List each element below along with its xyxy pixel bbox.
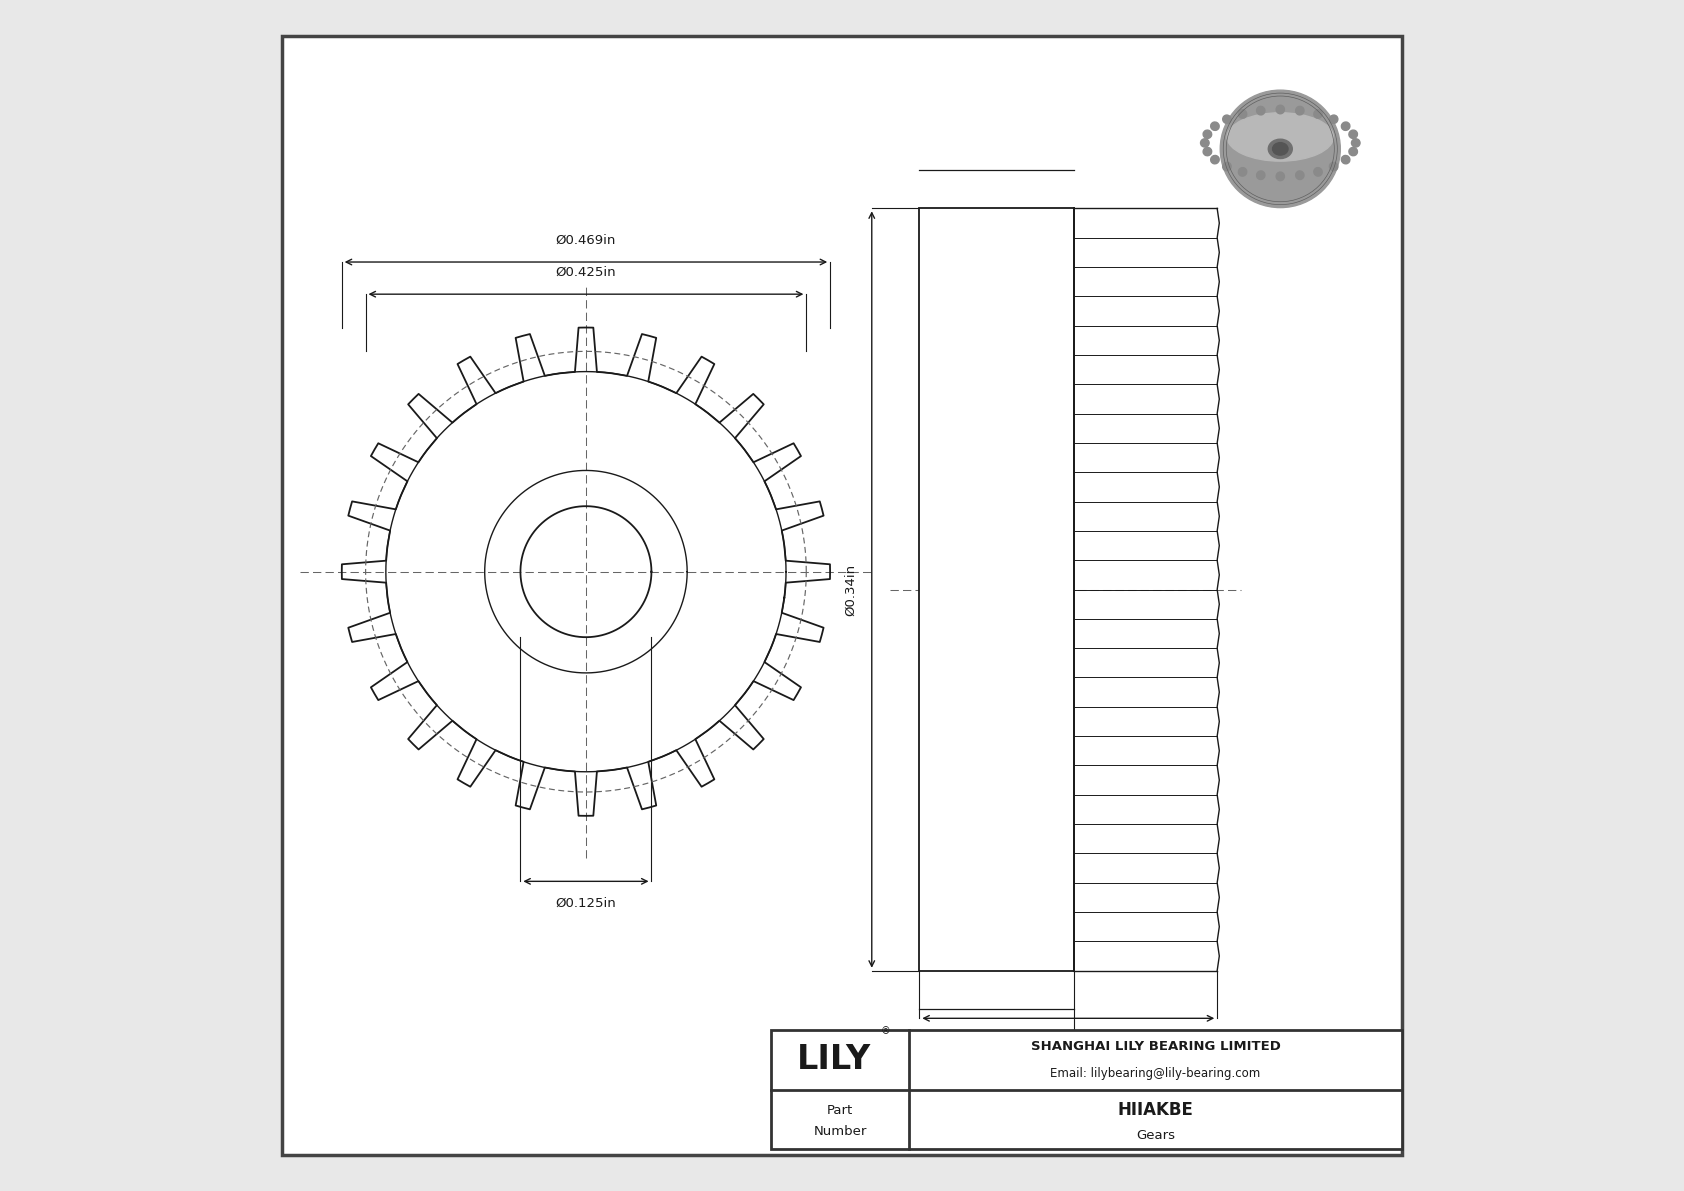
Ellipse shape — [1342, 156, 1351, 164]
Ellipse shape — [1342, 121, 1351, 130]
Text: SHANGHAI LILY BEARING LIMITED: SHANGHAI LILY BEARING LIMITED — [1031, 1041, 1280, 1053]
Text: LILY: LILY — [797, 1043, 871, 1077]
Text: Ø0.34in: Ø0.34in — [844, 563, 857, 616]
Text: Part: Part — [827, 1104, 854, 1116]
Ellipse shape — [1211, 121, 1219, 130]
Bar — [919, 208, 1074, 971]
Ellipse shape — [1202, 130, 1212, 138]
Ellipse shape — [1268, 139, 1292, 158]
Ellipse shape — [1228, 113, 1334, 161]
Ellipse shape — [1273, 143, 1288, 155]
Ellipse shape — [1201, 139, 1209, 146]
Ellipse shape — [1276, 105, 1285, 114]
Text: 0.315in: 0.315in — [1042, 1035, 1093, 1048]
Ellipse shape — [1329, 116, 1337, 124]
Text: Ø0.425in: Ø0.425in — [556, 266, 616, 279]
Text: Ø0.125in: Ø0.125in — [556, 897, 616, 910]
Ellipse shape — [1349, 130, 1357, 138]
Ellipse shape — [1256, 172, 1265, 180]
Text: Email: lilybearing@lily-bearing.com: Email: lilybearing@lily-bearing.com — [1051, 1067, 1261, 1079]
Ellipse shape — [1329, 162, 1337, 170]
Ellipse shape — [1349, 148, 1357, 156]
Ellipse shape — [1211, 156, 1219, 164]
Ellipse shape — [1314, 110, 1322, 118]
Ellipse shape — [1295, 172, 1303, 180]
Text: ®: ® — [881, 1027, 891, 1036]
Ellipse shape — [1223, 116, 1231, 124]
Text: Gears: Gears — [1137, 1129, 1175, 1141]
Ellipse shape — [1256, 106, 1265, 114]
Text: 0.125in: 0.125in — [1120, 1065, 1170, 1078]
Ellipse shape — [1276, 172, 1285, 181]
Ellipse shape — [1223, 162, 1231, 170]
Ellipse shape — [1352, 139, 1361, 146]
Ellipse shape — [1221, 91, 1340, 207]
Ellipse shape — [1238, 168, 1246, 176]
Ellipse shape — [1202, 148, 1212, 156]
Bar — [771, 1030, 1401, 1149]
Ellipse shape — [1314, 168, 1322, 176]
Ellipse shape — [1238, 110, 1246, 118]
Text: HIIAKBE: HIIAKBE — [1118, 1100, 1194, 1120]
Ellipse shape — [1295, 106, 1303, 114]
Text: Ø0.469in: Ø0.469in — [556, 233, 616, 247]
Text: Number: Number — [813, 1125, 867, 1137]
